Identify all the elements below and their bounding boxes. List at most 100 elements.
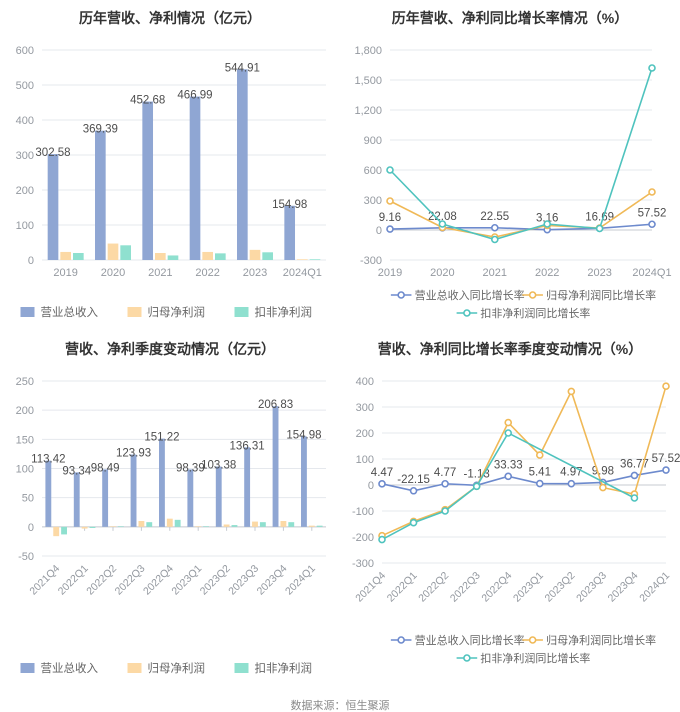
svg-text:452.68: 452.68 xyxy=(130,95,165,107)
svg-text:22.55: 22.55 xyxy=(480,211,509,223)
svg-text:2023Q3: 2023Q3 xyxy=(226,563,261,598)
svg-text:100: 100 xyxy=(16,220,34,232)
svg-text:扣非净利润同比增长率: 扣非净利润同比增长率 xyxy=(480,651,590,665)
svg-text:1,800: 1,800 xyxy=(354,45,382,57)
svg-text:200: 200 xyxy=(356,428,374,440)
svg-text:2023Q4: 2023Q4 xyxy=(606,570,641,605)
svg-text:500: 500 xyxy=(16,80,34,92)
svg-text:900: 900 xyxy=(364,135,382,147)
svg-text:扣非净利润: 扣非净利润 xyxy=(255,661,313,675)
svg-text:扣非净利润同比增长率: 扣非净利润同比增长率 xyxy=(480,306,590,320)
svg-text:2020: 2020 xyxy=(430,267,454,279)
svg-text:400: 400 xyxy=(16,115,34,127)
svg-text:营收、净利季度变动情况（亿元）: 营收、净利季度变动情况（亿元） xyxy=(65,341,275,357)
svg-text:-300: -300 xyxy=(352,558,374,570)
svg-text:2019: 2019 xyxy=(53,267,77,279)
svg-text:9.98: 9.98 xyxy=(592,465,614,477)
svg-text:1,500: 1,500 xyxy=(354,75,382,87)
svg-text:-50: -50 xyxy=(18,551,34,563)
svg-text:归母净利润: 归母净利润 xyxy=(148,661,206,675)
svg-text:103.38: 103.38 xyxy=(201,460,236,472)
svg-text:0: 0 xyxy=(28,255,34,267)
svg-text:57.52: 57.52 xyxy=(638,207,667,219)
svg-text:2020: 2020 xyxy=(101,267,125,279)
svg-text:2023Q4: 2023Q4 xyxy=(255,563,290,598)
svg-text:200: 200 xyxy=(16,405,34,417)
svg-text:2023Q3: 2023Q3 xyxy=(574,570,609,605)
svg-text:2022Q2: 2022Q2 xyxy=(84,563,119,598)
svg-text:2021: 2021 xyxy=(483,267,507,279)
svg-text:归母净利润: 归母净利润 xyxy=(148,305,206,319)
svg-text:93.34: 93.34 xyxy=(62,465,91,477)
svg-text:123.93: 123.93 xyxy=(116,448,151,460)
svg-text:9.16: 9.16 xyxy=(379,212,401,224)
svg-text:扣非净利润: 扣非净利润 xyxy=(255,305,313,319)
svg-text:0: 0 xyxy=(28,522,34,534)
svg-text:2022: 2022 xyxy=(195,267,219,279)
svg-text:2022Q1: 2022Q1 xyxy=(385,570,420,605)
svg-text:2023: 2023 xyxy=(587,267,611,279)
svg-text:250: 250 xyxy=(16,376,34,388)
svg-text:4.47: 4.47 xyxy=(371,467,393,479)
svg-text:2023: 2023 xyxy=(243,267,267,279)
svg-text:2021Q4: 2021Q4 xyxy=(27,563,62,598)
svg-text:2022Q4: 2022Q4 xyxy=(479,570,514,605)
svg-text:100: 100 xyxy=(356,454,374,466)
svg-text:2023Q1: 2023Q1 xyxy=(169,563,204,598)
svg-text:300: 300 xyxy=(16,150,34,162)
svg-text:150: 150 xyxy=(16,434,34,446)
svg-text:2023Q2: 2023Q2 xyxy=(543,570,578,605)
svg-text:2019: 2019 xyxy=(378,267,402,279)
svg-text:历年营收、净利同比增长率情况（%）: 历年营收、净利同比增长率情况（%） xyxy=(392,10,628,26)
svg-text:2022Q4: 2022Q4 xyxy=(141,563,176,598)
svg-text:600: 600 xyxy=(364,165,382,177)
svg-text:2022Q3: 2022Q3 xyxy=(113,563,148,598)
svg-text:206.83: 206.83 xyxy=(258,399,293,411)
svg-text:2023Q2: 2023Q2 xyxy=(198,563,233,598)
svg-text:2024Q1: 2024Q1 xyxy=(283,563,318,598)
svg-text:-300: -300 xyxy=(360,255,382,267)
svg-text:5.41: 5.41 xyxy=(529,467,551,479)
svg-text:2021: 2021 xyxy=(148,267,172,279)
svg-text:2022Q2: 2022Q2 xyxy=(416,570,451,605)
svg-text:营业总收入: 营业总收入 xyxy=(41,305,99,319)
svg-text:302.58: 302.58 xyxy=(35,147,70,159)
svg-text:50: 50 xyxy=(22,493,34,505)
svg-text:0: 0 xyxy=(368,480,374,492)
svg-text:113.42: 113.42 xyxy=(31,454,65,466)
svg-text:600: 600 xyxy=(16,45,34,57)
svg-text:2024Q1: 2024Q1 xyxy=(632,267,671,279)
svg-text:57.52: 57.52 xyxy=(652,453,680,465)
svg-text:4.97: 4.97 xyxy=(560,467,582,479)
svg-text:98.49: 98.49 xyxy=(91,462,120,474)
svg-text:369.39: 369.39 xyxy=(83,124,118,136)
svg-text:154.98: 154.98 xyxy=(286,429,321,441)
svg-text:466.99: 466.99 xyxy=(177,90,212,102)
svg-text:151.22: 151.22 xyxy=(144,432,179,444)
svg-text:营业总收入同比增长率: 营业总收入同比增长率 xyxy=(415,288,525,302)
svg-text:136.31: 136.31 xyxy=(230,440,265,452)
svg-text:300: 300 xyxy=(356,402,374,414)
svg-text:2024Q1: 2024Q1 xyxy=(637,570,672,605)
svg-text:2022Q3: 2022Q3 xyxy=(448,570,483,605)
svg-text:2021Q4: 2021Q4 xyxy=(353,570,388,605)
svg-text:0: 0 xyxy=(376,225,382,237)
svg-text:200: 200 xyxy=(16,185,34,197)
svg-text:300: 300 xyxy=(364,195,382,207)
svg-text:2024Q1: 2024Q1 xyxy=(283,267,322,279)
svg-text:营业总收入同比增长率: 营业总收入同比增长率 xyxy=(415,633,525,647)
svg-text:4.77: 4.77 xyxy=(434,467,456,479)
svg-text:1,200: 1,200 xyxy=(354,105,382,117)
svg-text:归母净利润同比增长率: 归母净利润同比增长率 xyxy=(546,288,656,302)
svg-text:-100: -100 xyxy=(352,506,374,518)
svg-text:154.98: 154.98 xyxy=(272,199,307,211)
svg-text:544.91: 544.91 xyxy=(225,62,260,74)
svg-text:历年营收、净利情况（亿元）: 历年营收、净利情况（亿元） xyxy=(79,10,261,26)
svg-text:归母净利润同比增长率: 归母净利润同比增长率 xyxy=(546,633,656,647)
svg-text:2022: 2022 xyxy=(535,267,559,279)
svg-text:-200: -200 xyxy=(352,532,374,544)
svg-text:营收、净利同比增长率季度变动情况（%）: 营收、净利同比增长率季度变动情况（%） xyxy=(378,341,642,357)
svg-text:2022Q1: 2022Q1 xyxy=(56,563,91,598)
svg-text:400: 400 xyxy=(356,376,374,388)
svg-text:33.33: 33.33 xyxy=(494,459,523,471)
